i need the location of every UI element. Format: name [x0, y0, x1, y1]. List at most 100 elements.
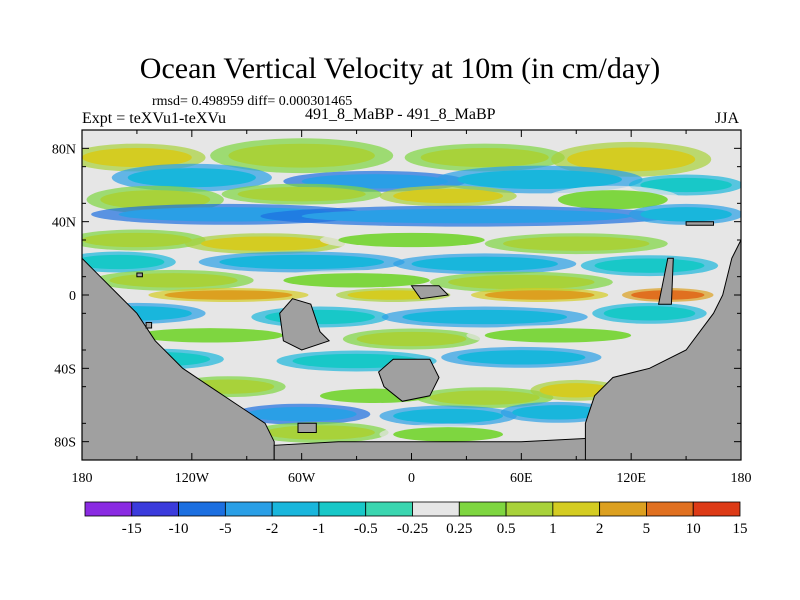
contour-region	[338, 232, 485, 248]
lon-label: 120E	[616, 471, 646, 486]
lon-label: 180	[731, 471, 752, 486]
colorbar-swatch	[271, 501, 320, 517]
colorbar-swatch	[84, 501, 133, 517]
colorbar-swatch	[178, 501, 226, 517]
land-masses	[82, 221, 741, 460]
contour-region	[127, 168, 256, 188]
colorbar-label: -5	[219, 521, 232, 537]
contour-region	[200, 236, 330, 251]
contour-region	[82, 254, 165, 270]
lon-label: 0	[408, 471, 415, 486]
lon-label: 180	[72, 471, 93, 486]
land-mass	[685, 221, 714, 226]
colorbar: -15 -10 -5 -2 -1 -0.5 -0.25 0.25 0.5 1 2 5 10 15	[84, 501, 748, 537]
colorbar-label: -0.5	[354, 521, 378, 537]
colorbar-label: 0.25	[446, 521, 472, 537]
contour-region	[640, 177, 732, 193]
colorbar-swatch	[552, 501, 601, 517]
contour-region	[237, 187, 366, 202]
land-mass	[410, 285, 450, 300]
contour-region	[228, 143, 375, 168]
colorbar-swatch	[505, 501, 554, 517]
map-field	[82, 130, 741, 460]
colorbar-label: -2	[266, 521, 279, 537]
colorbar-label: -10	[169, 521, 189, 537]
colorbar-swatch	[365, 501, 413, 517]
colorbar-swatch	[599, 501, 647, 517]
colorbar-swatch	[412, 501, 460, 517]
contour-region	[393, 427, 504, 442]
contour-region	[219, 254, 385, 270]
contour-region	[429, 390, 540, 405]
contour-region	[136, 328, 284, 343]
land-mass	[82, 257, 275, 460]
land-mass	[657, 257, 674, 305]
case-label: 491_8_MaBP - 491_8_MaBP	[305, 106, 496, 123]
plot-title: Ocean Vertical Velocity at 10m (in cm/da…	[139, 52, 661, 85]
land-mass	[279, 298, 331, 351]
latitude-axis: 80N 40N 0 40S 80S	[52, 129, 741, 461]
colorbar-label: -0.25	[397, 521, 428, 537]
colorbar-swatch	[224, 501, 273, 517]
lat-label: 0	[69, 289, 76, 304]
colorbar-swatch	[131, 501, 179, 517]
lat-label: 40N	[52, 216, 76, 231]
lat-label: 40S	[54, 362, 76, 377]
contour-region	[457, 169, 623, 190]
contour-region	[100, 190, 211, 210]
contour-region	[265, 425, 375, 440]
contour-region	[82, 147, 192, 168]
contour-region	[411, 256, 558, 271]
contour-region	[448, 275, 595, 290]
contour-region	[301, 209, 632, 224]
season-label: JJA	[715, 110, 740, 127]
contour-region	[484, 328, 632, 343]
colorbar-label: -15	[122, 521, 142, 537]
contour-region	[457, 350, 586, 365]
colorbar-label: 1	[549, 521, 557, 537]
contour-region	[640, 207, 732, 222]
contour-region	[420, 147, 549, 168]
contour-region	[594, 258, 705, 273]
lat-label: 80N	[52, 142, 76, 157]
lon-label: 60E	[510, 471, 533, 486]
contour-region	[164, 290, 293, 300]
land-mass	[145, 322, 153, 329]
land-mass	[136, 272, 143, 278]
colorbar-swatch	[692, 501, 741, 517]
lat-label: 80S	[54, 436, 76, 451]
colorbar-label: -1	[313, 521, 326, 537]
contour-region	[567, 147, 696, 172]
colorbar-swatch	[318, 501, 367, 517]
contour-region	[109, 273, 238, 288]
contour-region	[246, 407, 357, 422]
lon-label: 60W	[288, 471, 316, 486]
contour-region	[484, 290, 595, 300]
colorbar-label: 5	[643, 521, 651, 537]
contour-region	[402, 309, 568, 325]
colorbar-label: 0.5	[497, 521, 516, 537]
lon-label: 120W	[175, 471, 210, 486]
longitude-axis: 180 120W 60W 0 60E 120E 180	[72, 130, 752, 486]
contour-region	[356, 331, 467, 347]
contour-region	[603, 306, 696, 321]
colorbar-label: 2	[596, 521, 604, 537]
colorbar-swatch	[458, 501, 507, 517]
contour-region	[539, 383, 613, 398]
colorbar-swatch	[646, 501, 694, 517]
land-mass	[273, 437, 596, 460]
contour-region	[393, 188, 504, 204]
land-mass	[378, 358, 440, 402]
contour-region	[557, 190, 668, 210]
stats-line: rmsd= 0.498959 diff= 0.000301465	[152, 94, 353, 109]
contour-region	[512, 405, 604, 420]
contour-region	[503, 236, 650, 251]
colorbar-label: 10	[686, 521, 701, 537]
experiment-label: Expt = teXVu1-teXVu	[82, 110, 226, 127]
contour-region	[283, 273, 430, 288]
colorbar-label: 15	[733, 521, 748, 537]
contour-region	[82, 232, 192, 248]
contour-region	[393, 408, 504, 424]
land-mass	[297, 422, 317, 433]
